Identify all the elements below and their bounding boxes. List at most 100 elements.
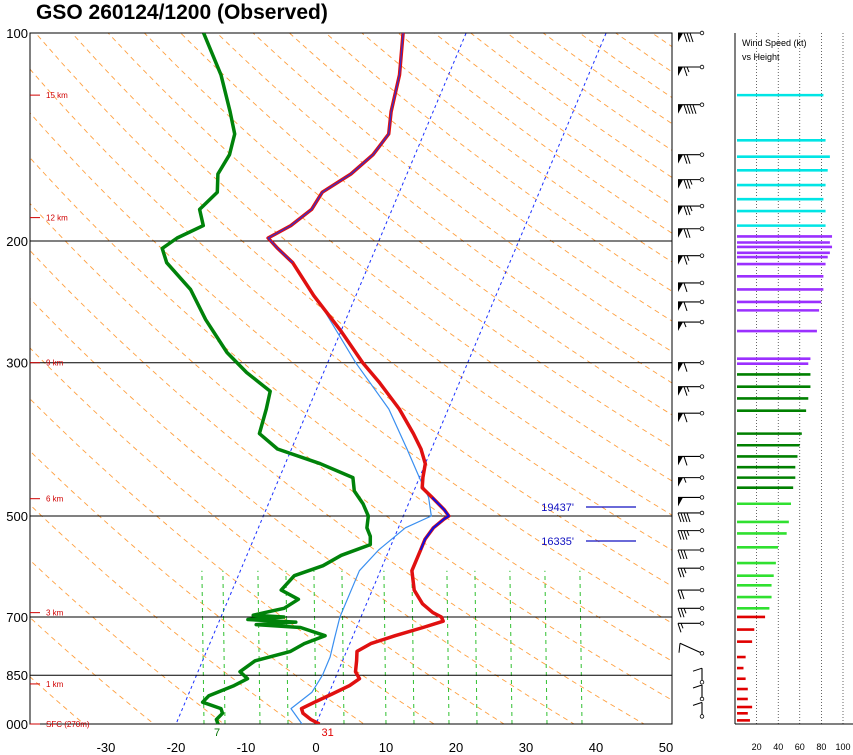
wind-barb [678,384,705,396]
temperature-upper-overlay [267,33,404,264]
dry-adiabat [30,297,575,724]
pressure-label: 700 [6,610,28,625]
dry-adiabat [30,249,645,724]
barb-full [692,701,703,706]
x-tick-label: -10 [237,740,256,755]
wind-barbs [677,30,705,719]
barb-flag [678,497,683,507]
x-tick-label: 50 [659,740,673,755]
wind-barb [678,475,705,487]
barb-flag [678,301,683,311]
barb-flag [678,386,683,396]
barb-full [683,413,688,423]
dry-adiabat [30,617,155,724]
x-tick-label: 10 [379,740,393,755]
barb-full [686,205,691,216]
barb-full [678,643,681,653]
barb-station [699,319,705,325]
barb-station [699,360,705,365]
panel-x-tick-label: 20 [752,742,762,752]
barb-full [680,568,685,578]
wind-barb [677,587,705,600]
wind-barb [678,411,705,423]
pressure-label: 500 [6,509,28,524]
barb-full [683,104,688,114]
barb-full [686,179,691,189]
barb-station [699,528,705,533]
mixing-ratio-line [201,570,205,724]
wind-barb [692,684,705,702]
dry-adiabat [30,68,672,587]
barb-flag [678,228,683,238]
height-label: SFC (270m) [46,720,90,729]
axis-labels: 100 200 300 500 700 850 000 -30 -20 -10 0 10 20 30 40 5… [6,26,673,755]
barb-full [683,386,688,396]
barb-station [699,253,705,258]
panel-x-tick-label: 80 [816,742,826,752]
dry-adiabat [30,157,672,662]
barb-full [683,179,688,189]
surface-dewpoint-label: 7 [214,727,220,739]
barb-flag [678,67,683,77]
wind-barb [678,495,705,507]
pressure-label: 000 [6,717,28,732]
barb-full [683,301,688,312]
barb-half [683,477,687,483]
dry-adiabat [35,33,672,551]
dry-adiabat [30,676,85,724]
dry-adiabat [615,33,672,73]
barb-full [686,32,691,43]
barb-station [699,606,705,611]
barb-full [677,608,682,618]
barb-flag [678,477,683,487]
barb-full [683,255,688,265]
x-tick-label: 0 [312,740,319,755]
height-label: 9 km [46,359,64,368]
barb-flag [678,456,683,466]
barb-station [699,299,705,305]
barb-full [683,154,688,164]
panel-x-tick-label: 60 [795,742,805,752]
wind-barb [678,319,705,332]
barb-half [689,179,693,185]
barb-flag [678,255,683,265]
barb-half [689,205,693,212]
wind-barb [678,360,705,372]
x-tick-label: -20 [167,740,186,755]
dry-adiabat [30,504,295,724]
dry-adiabat [71,33,672,516]
wind-barb [678,102,705,114]
barb-full [683,530,688,540]
level-annotation: 19437' [541,502,574,514]
mixing-ratio-line [285,570,289,724]
dry-adiabat [30,559,225,724]
wind-barb [678,203,705,216]
barb-full [677,623,682,633]
barb-full [677,512,682,523]
wind-barb [678,642,705,656]
dry-adiabat [30,347,505,724]
barb-flag [678,154,683,164]
barb-station [699,203,705,209]
chart-title: GSO 260124/1200 (Observed) [36,1,328,24]
barb-full [677,549,682,560]
barb-full [686,104,691,114]
barb-half [686,530,690,536]
height-label: 6 km [46,495,64,504]
mixing-ratio-line [446,570,450,724]
barb-station [699,411,705,416]
dry-adiabat [579,33,672,99]
barb-station [699,651,705,656]
barb-full [680,530,685,540]
wind-barb [692,701,705,719]
height-label: 3 km [46,609,64,618]
barb-station [699,495,705,500]
wind-barb [678,177,705,189]
barb-half [686,386,690,392]
barb-station [699,226,705,231]
barb-full [677,530,682,540]
barb-full [683,228,688,238]
barb-flag [678,282,683,292]
dry-adiabat [180,33,672,416]
plot-frame [29,32,673,725]
